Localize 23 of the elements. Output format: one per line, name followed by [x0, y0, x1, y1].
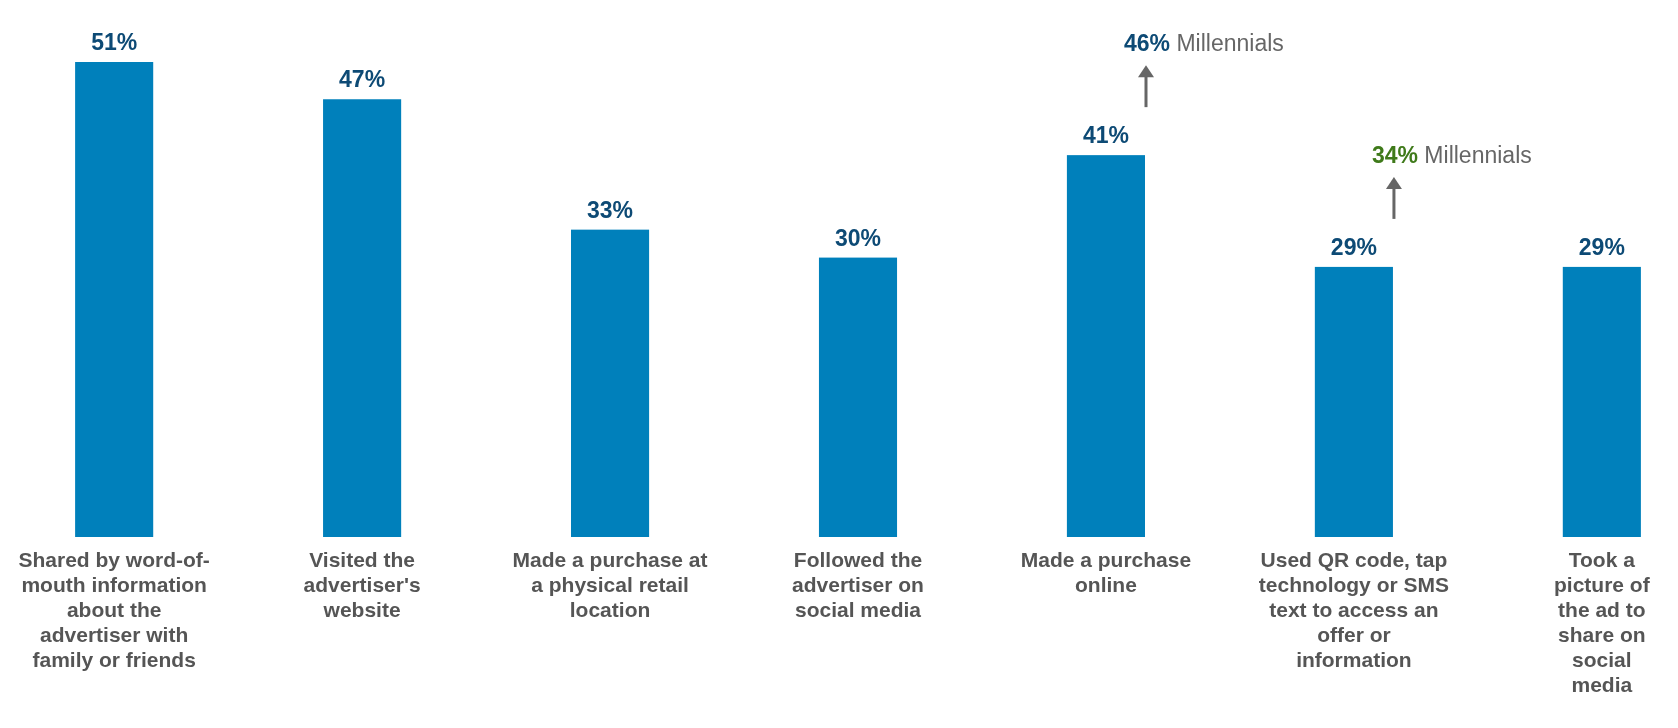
bar [1066, 155, 1145, 537]
x-tick-label: Made a purchase at a physical retail location [512, 548, 708, 621]
data-label: 33% [587, 196, 634, 223]
bar [75, 62, 154, 537]
bar [323, 99, 402, 537]
x-tick-label: Made a purchase online [1020, 548, 1192, 596]
bar [571, 229, 650, 537]
bar [818, 257, 898, 537]
x-tick-label: Followed the advertiser on social media [792, 548, 924, 621]
data-label: 41% [1082, 122, 1129, 149]
x-tick-label: Shared by word-of-mouth information about the advertiser with family or friends [18, 548, 210, 671]
x-tick-label: Used QR code, tap technology or SMS text to access an offer or information [1258, 548, 1449, 671]
text: 46% Millennials [1124, 30, 1284, 57]
bar [1314, 266, 1393, 537]
x-tick-label: Visited the advertiser's website [303, 548, 421, 621]
bar [1562, 266, 1641, 537]
x-tick-label: Took a picture of the ad to share on social media [1554, 548, 1651, 696]
data-label: 30% [834, 224, 882, 251]
data-label: 47% [339, 66, 386, 93]
data-label: 51% [91, 29, 138, 55]
data-label: 29% [1578, 233, 1625, 260]
annotation: 34% Millennials [1371, 141, 1532, 168]
data-label: 29% [1330, 233, 1377, 260]
